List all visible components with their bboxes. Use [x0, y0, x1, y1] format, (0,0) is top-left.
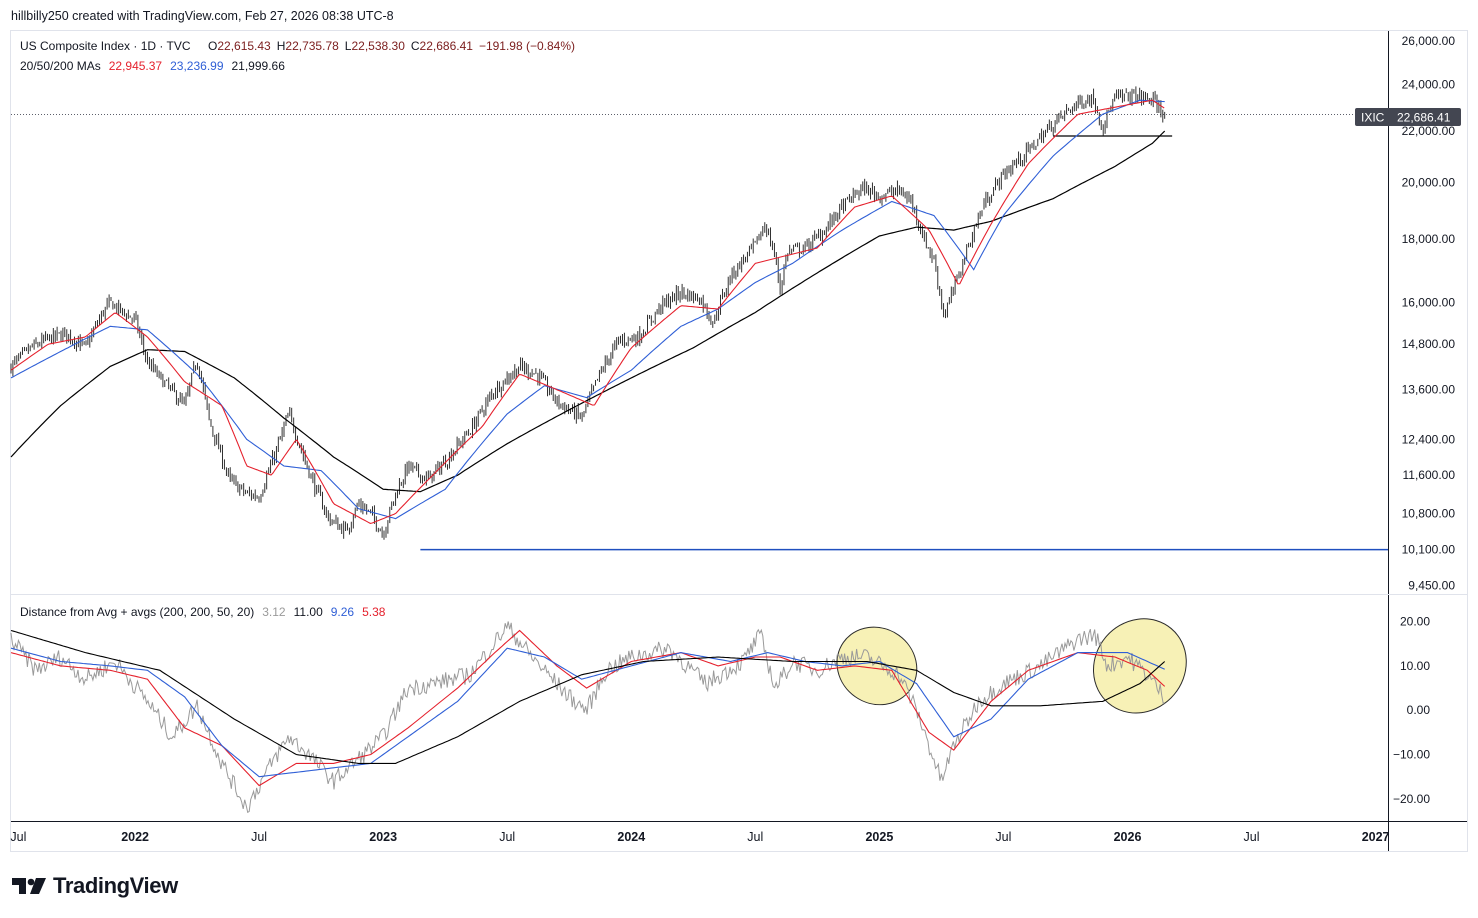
time-axis-tick: 2022	[121, 830, 149, 844]
time-axis-tick: 2024	[617, 830, 645, 844]
legend-ma: 20/50/200 MAs 22,945.37 23,236.99 21,999.66	[20, 59, 285, 73]
price-axis-tick: 13,600.00	[1402, 383, 1456, 397]
highlight-ellipse-2	[1093, 618, 1187, 714]
svg-text:IXIC: IXIC	[1361, 111, 1385, 125]
candlesticks	[10, 86, 1166, 540]
price-axis-tick: 22,000.00	[1402, 124, 1456, 138]
ma20-line	[10, 99, 1165, 524]
price-axis-tick: 24,000.00	[1402, 77, 1456, 91]
time-axis-tick: Jul	[251, 830, 267, 844]
legend-symbol: US Composite Index · 1D · TVC	[20, 39, 191, 53]
indicator-axis-tick: 20.00	[1400, 615, 1430, 629]
time-axis-tick: Jul	[995, 830, 1011, 844]
price-axis-tick: 12,400.00	[1402, 432, 1456, 446]
indicator-axis-tick: −20.00	[1393, 792, 1430, 806]
indicator-axis-tick: 0.00	[1407, 703, 1431, 717]
price-axis-tick: 11,600.00	[1403, 468, 1456, 482]
price-axis-tick: 26,000.00	[1402, 34, 1456, 48]
time-axis-tick: 2027	[1362, 830, 1390, 844]
indicator-ma-50-line	[10, 647, 1165, 778]
indicator-axis-tick: −10.00	[1393, 748, 1430, 762]
header-attribution: hillbilly250 created with TradingView.co…	[11, 9, 394, 23]
axes: 26,000.00 24,000.00 22,000.00 20,000.00 18,0…	[10, 34, 1455, 844]
time-axis-tick: 2023	[369, 830, 397, 844]
time-axis-tick: Jul	[499, 830, 515, 844]
ma200-line	[10, 130, 1166, 493]
price-axis-tick: 16,000.00	[1402, 295, 1456, 309]
svg-text:22,686.41: 22,686.41	[1397, 111, 1451, 125]
price-pane[interactable]	[10, 86, 1388, 551]
time-axis-tick: 2026	[1114, 830, 1142, 844]
price-axis-tick: 18,000.00	[1402, 232, 1456, 246]
tradingview-logo[interactable]: TradingView	[12, 873, 178, 898]
indicator-axis-tick: 10.00	[1400, 659, 1430, 673]
indicator-pane[interactable]	[10, 600, 1205, 814]
indicator-ma-20-line	[10, 629, 1166, 787]
price-axis-tick: 10,800.00	[1402, 507, 1456, 521]
time-axis-tick: Jul	[10, 830, 26, 844]
price-axis-tick: 10,100.00	[1402, 543, 1456, 557]
tradingview-logo-icon	[12, 878, 46, 894]
time-axis-tick: Jul	[747, 830, 763, 844]
indicator-legend: Distance from Avg + avgs (200, 200, 50, …	[20, 605, 386, 619]
last-price-tag: IXIC 22,686.41	[1355, 108, 1461, 126]
indicator-distance-line	[10, 621, 1165, 814]
highlight-ellipse-1	[836, 626, 918, 706]
price-axis-tick: 9,450.00	[1408, 578, 1455, 592]
time-axis-tick: Jul	[1244, 830, 1260, 844]
price-axis-tick: 20,000.00	[1402, 175, 1456, 189]
chart-frame	[10, 30, 1468, 852]
legend-ohlc: O22,615.43 H22,735.78 L22,538.30 C22,686.41…	[208, 39, 575, 53]
price-axis-tick: 14,800.00	[1402, 337, 1456, 351]
ma50-line	[10, 99, 1165, 520]
indicator-ma-200-line	[10, 629, 1166, 764]
time-axis-tick: 2025	[865, 830, 893, 844]
tradingview-logo-text: TradingView	[53, 873, 178, 898]
